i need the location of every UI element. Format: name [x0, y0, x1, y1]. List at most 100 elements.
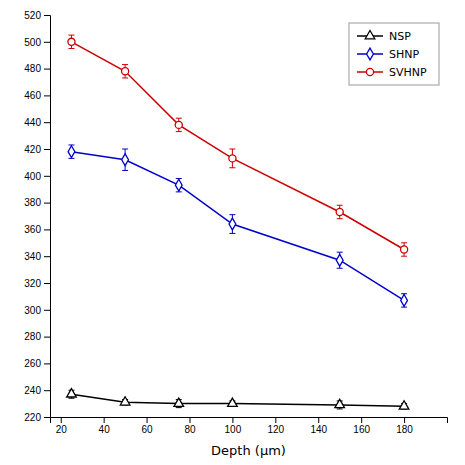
error-bar — [337, 205, 343, 218]
x-axis-tick: 60 — [142, 417, 154, 435]
x-axis-tick: 140 — [310, 417, 327, 435]
error-bar — [229, 215, 235, 234]
y-axis-tick-mark — [44, 256, 50, 257]
error-bar — [68, 35, 74, 48]
plot: 20 40 60 80 100 120 140 160 180 220 240 260 280 300 32… — [24, 10, 447, 435]
x-axis-tick: 40 — [99, 417, 111, 435]
x-axis: 20 40 60 80 100 120 140 160 180 — [51, 417, 448, 435]
marker — [68, 146, 75, 158]
y-axis-tick-mark — [44, 283, 50, 284]
error-bar — [401, 294, 407, 307]
y-axis-tick: 280 — [24, 331, 50, 342]
marker — [399, 401, 409, 409]
y-axis-tick: 420 — [24, 144, 50, 155]
error-bar — [337, 252, 343, 268]
y-axis-tick-mark — [44, 69, 50, 70]
marker — [68, 38, 75, 45]
y-axis-tick-mark — [44, 95, 50, 96]
y-axis-tick: 500 — [24, 37, 50, 48]
error-bar — [68, 145, 74, 158]
x-axis-tick-mark — [147, 417, 148, 423]
y-axis-tick: 480 — [24, 63, 50, 74]
x-axis-tick: 180 — [396, 417, 413, 435]
y-axis-tick: 460 — [24, 90, 50, 101]
series-line — [71, 394, 404, 406]
y-axis-tick-mark — [44, 310, 50, 311]
marker — [175, 121, 182, 128]
legend: NSP SHNP SVHNP — [349, 23, 439, 85]
marker — [336, 254, 343, 266]
y-axis-tick: 520 — [24, 10, 50, 21]
error-bar — [176, 118, 182, 131]
x-axis-tick-mark — [189, 417, 190, 423]
marker — [228, 398, 238, 406]
x-axis-tick-label: 60 — [142, 424, 154, 435]
y-axis-tick-mark — [44, 203, 50, 204]
y-axis-tick-label: 400 — [24, 171, 41, 182]
y-axis-tick-mark — [44, 363, 50, 364]
y-axis-tick-label: 240 — [24, 385, 41, 396]
error-bar — [401, 243, 407, 256]
y-axis-tick-label: 300 — [24, 305, 41, 316]
y-axis-tick-label: 380 — [24, 197, 41, 208]
x-axis-tick-label: 180 — [396, 424, 413, 435]
legend-marker — [367, 48, 374, 60]
y-axis-tick-label: 260 — [24, 358, 41, 369]
y-axis-tick: 400 — [24, 171, 50, 182]
y-axis-line — [44, 16, 51, 418]
y-axis-tick-label: 520 — [24, 10, 41, 21]
x-axis-tick: 100 — [225, 417, 242, 435]
x-axis-tick-mark — [104, 417, 105, 423]
error-bar — [122, 65, 128, 78]
legend-label: SHNP — [389, 48, 419, 61]
series-line — [71, 152, 404, 301]
x-axis-tick-mark — [275, 417, 276, 423]
marker — [335, 399, 345, 407]
legend-marker — [366, 68, 373, 75]
y-axis-tick-label: 320 — [24, 278, 41, 289]
series — [67, 389, 409, 409]
marker — [336, 208, 343, 215]
y-axis-tick-mark — [44, 122, 50, 123]
x-axis-tick: 160 — [353, 417, 370, 435]
marker — [229, 218, 236, 230]
legend-label: SVHNP — [389, 66, 427, 79]
y-axis-tick-label: 360 — [24, 224, 41, 235]
marker — [122, 68, 129, 75]
x-axis-tick-mark — [361, 417, 362, 423]
x-axis-tick-mark — [232, 417, 233, 423]
y-axis-tick-mark — [44, 390, 50, 391]
marker — [120, 397, 130, 405]
marker — [122, 154, 129, 166]
marker — [174, 398, 184, 406]
marker — [401, 246, 408, 253]
x-axis-tick-label: 80 — [184, 424, 196, 435]
y-axis-tick-mark — [44, 176, 50, 177]
x-axis-line — [51, 418, 448, 424]
y-axis-tick-mark — [44, 229, 50, 230]
legend-label: NSP — [389, 30, 411, 43]
y-axis-tick: 320 — [24, 278, 50, 289]
y-axis-tick: 220 — [24, 412, 50, 423]
y-axis-tick: 340 — [24, 251, 50, 262]
y-axis-tick-mark — [44, 417, 50, 418]
x-axis-tick: 120 — [267, 417, 284, 435]
x-axis-tick-label: 20 — [56, 424, 68, 435]
x-axis-tick: 80 — [184, 417, 196, 435]
y-axis-tick: 300 — [24, 305, 50, 316]
y-axis-tick-label: 500 — [24, 37, 41, 48]
y-axis-tick-mark — [44, 149, 50, 150]
y-axis-tick-label: 220 — [24, 412, 41, 423]
x-axis-title: Depth (μm) — [211, 443, 286, 458]
legend-marker — [365, 30, 375, 38]
y-axis-tick-label: 440 — [24, 117, 41, 128]
y-axis-tick: 380 — [24, 197, 50, 208]
y-axis-tick-label: 340 — [24, 251, 41, 262]
x-axis-tick-label: 120 — [267, 424, 284, 435]
marks — [67, 35, 409, 409]
y-axis-tick-mark — [44, 42, 50, 43]
y-axis-tick: 260 — [24, 358, 50, 369]
x-axis-tick-label: 140 — [310, 424, 327, 435]
y-axis-tick-label: 280 — [24, 331, 41, 342]
y-axis-tick: 360 — [24, 224, 50, 235]
